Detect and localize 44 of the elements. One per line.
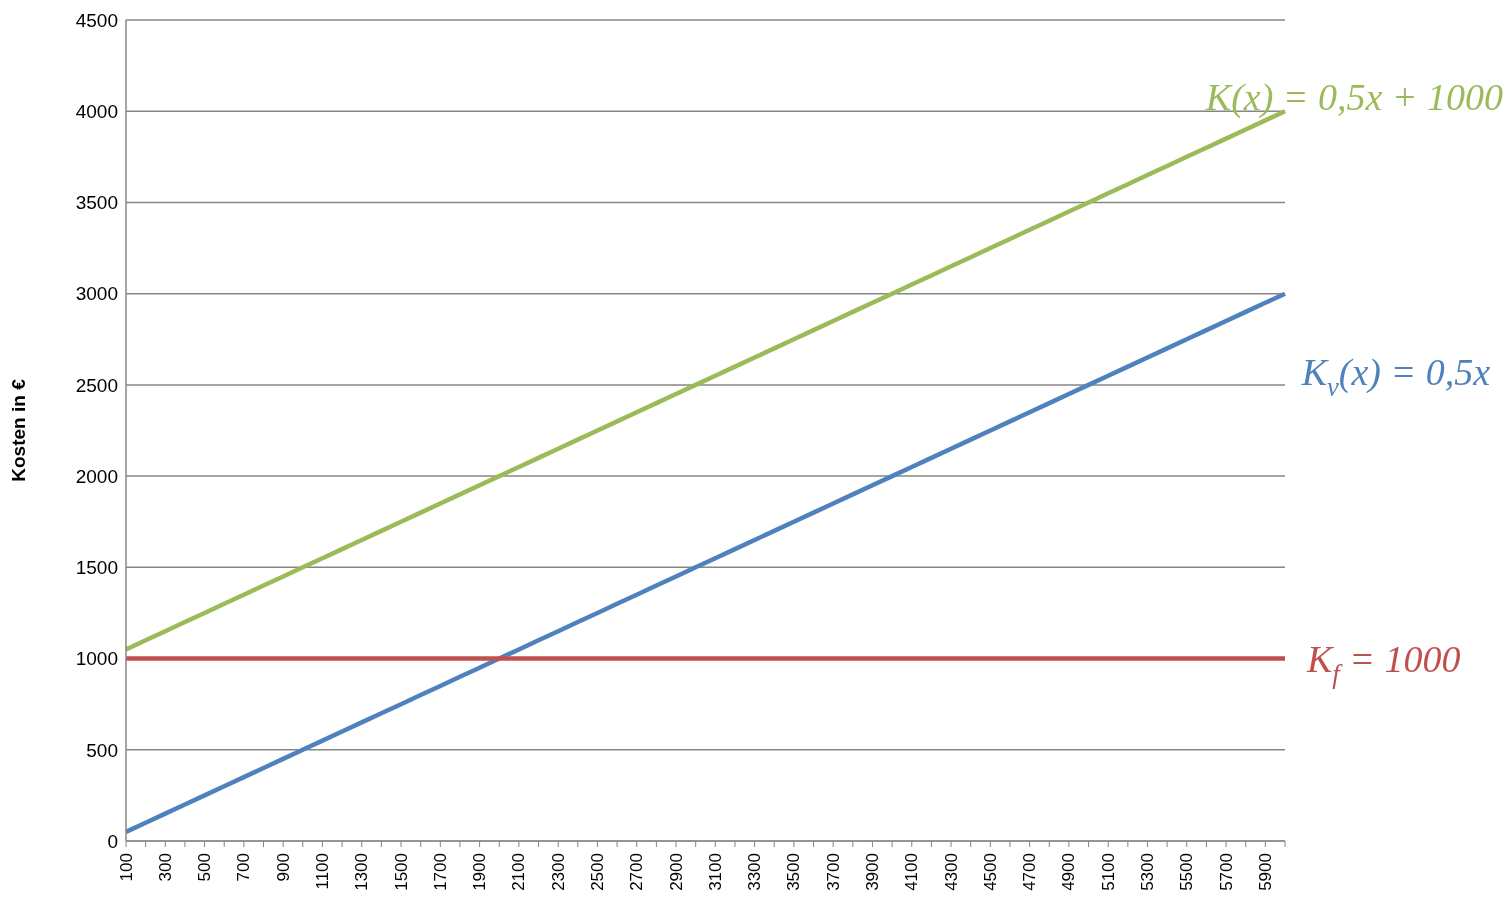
x-tick-label: 2300 [548, 853, 568, 891]
x-tick-label: 500 [195, 853, 215, 882]
x-tick-label: 3300 [745, 853, 765, 891]
series-label: K$_{f}$ = 1000 [1306, 637, 1461, 689]
x-tick-label: 2500 [587, 853, 607, 891]
y-tick-label: 3500 [75, 192, 118, 214]
x-tick-label: 4700 [1020, 853, 1040, 891]
x-tick-label: 5700 [1216, 853, 1236, 891]
x-tick-label: 5300 [1137, 853, 1157, 891]
y-tick-label: 2000 [75, 465, 118, 487]
x-tick-label: 4100 [902, 853, 922, 891]
x-tick-label: 5900 [1255, 853, 1275, 891]
x-tick-label: 3100 [705, 853, 725, 891]
x-tick-label: 900 [273, 853, 293, 882]
x-tick-label: 300 [155, 853, 175, 882]
x-tick-label: 1700 [430, 853, 450, 891]
x-tick-label: 1100 [312, 853, 332, 890]
x-tick-label: 4500 [980, 853, 1000, 891]
x-tick-label: 4300 [941, 853, 961, 891]
x-tick-label: 4900 [1059, 853, 1079, 891]
y-tick-label: 2500 [75, 374, 118, 396]
y-tick-label: 1000 [75, 648, 118, 670]
y-axis-title: Kosten in € [7, 378, 29, 482]
y-tick-label: 1500 [75, 557, 118, 579]
x-tick-label: 5100 [1098, 853, 1118, 891]
series-label: K$_{v}$(x) = 0,5x [1300, 350, 1491, 402]
x-tick-label: 2100 [509, 853, 529, 891]
x-tick-label: 2700 [627, 853, 647, 891]
x-tick-label: 1900 [470, 853, 490, 891]
x-tick-label: 1300 [352, 853, 372, 891]
x-tick-label: 100 [116, 853, 136, 882]
x-tick-label: 3900 [862, 853, 882, 891]
x-tick-label: 5500 [1177, 853, 1197, 891]
y-tick-label: 3000 [75, 283, 118, 305]
y-tick-label: 4000 [75, 100, 118, 122]
y-tick-label: 4500 [75, 9, 118, 31]
y-tick-label: 500 [86, 739, 118, 761]
x-tick-label: 3700 [823, 853, 843, 891]
x-tick-label: 3500 [784, 853, 804, 891]
y-tick-label: 0 [107, 830, 118, 852]
x-tick-label: 1500 [391, 853, 411, 891]
x-tick-label: 2900 [666, 853, 686, 891]
x-tick-label: 700 [234, 853, 254, 882]
series-label: K(x) = 0,5x + 1000 [1204, 76, 1503, 120]
